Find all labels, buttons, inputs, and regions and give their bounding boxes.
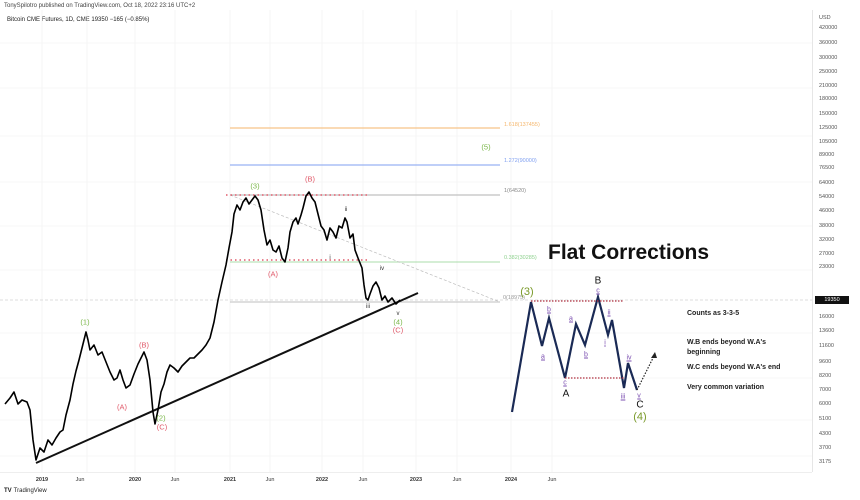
diagram-label-a1: a <box>541 353 545 361</box>
price-tick: 11600 <box>819 343 834 349</box>
diagram-label-iv: iv <box>626 354 632 362</box>
price-tick: 4300 <box>819 431 832 437</box>
diagram-label-c-low: c <box>563 379 567 387</box>
grid <box>0 10 812 472</box>
price-tick: 180000 <box>819 96 838 102</box>
tradingview-logo-icon: TV <box>4 488 12 494</box>
tradingview-brand[interactable]: TV TradingView <box>4 488 47 494</box>
price-tick: 46000 <box>819 208 835 214</box>
wave-label-i: i <box>329 255 331 261</box>
time-tick: Jun <box>452 477 462 483</box>
diagram-label-b1: b <box>547 306 551 314</box>
time-tick: Jun <box>75 477 85 483</box>
wave-label-iii: iii <box>366 304 370 310</box>
price-tick: 89000 <box>819 152 835 158</box>
price-tick: 27000 <box>819 251 835 257</box>
wave-label-C1: (C) <box>156 422 168 432</box>
time-tick: 2019 <box>35 477 49 483</box>
diagram-label-ii: ii <box>607 309 611 317</box>
diagram-label-B: B <box>594 275 602 287</box>
publish-info: TonySpilotro published on TradingView.co… <box>4 3 196 9</box>
wave-label-iv: iv <box>379 266 385 272</box>
wave-label-A1: (A) <box>117 402 127 412</box>
price-tick: 360000 <box>819 40 838 46</box>
price-series <box>4 191 401 461</box>
diagram-label-v: v <box>637 392 641 400</box>
trend-dashed-line <box>229 194 501 303</box>
flat-correction-diagram <box>510 292 657 413</box>
price-axis[interactable]: USD 420000 360000 300000 250000 210000 1… <box>812 10 860 472</box>
wave-label-4: (4) <box>393 317 403 327</box>
price-tick: 3700 <box>819 445 832 451</box>
wave-label-1: (1) <box>80 317 90 327</box>
note-common: Very common variation <box>687 384 765 391</box>
price-tick: 13600 <box>819 328 835 334</box>
time-tick: 2022 <box>315 477 329 483</box>
wave-label-ii: ii <box>344 207 348 213</box>
price-tick: 54000 <box>819 194 835 200</box>
diagram-label-3: (3) <box>520 286 534 298</box>
price-tick: 23000 <box>819 264 835 270</box>
price-tick: 210000 <box>819 83 838 89</box>
brand-name: TradingView <box>13 488 47 494</box>
diagram-label-C: C <box>636 399 644 411</box>
current-price-tag: 19350 <box>815 296 849 304</box>
wave-label-2: (2) <box>156 413 166 423</box>
time-tick: Jun <box>547 477 557 483</box>
price-tick: 420000 <box>819 25 838 31</box>
note-wb: W.B ends beyond W.A's beginning <box>687 339 767 356</box>
diagram-label-A: A <box>562 388 570 400</box>
time-tick: Jun <box>265 477 275 483</box>
wave-label-A2: (A) <box>268 269 278 279</box>
wave-label-3: (3) <box>250 181 260 191</box>
diagram-label-i: i <box>604 339 606 347</box>
fib-label-1: 1(64520) <box>504 188 527 194</box>
diagram-label-b2: b <box>584 351 588 359</box>
diagram-label-c-top: c <box>596 287 600 295</box>
price-tick: 76500 <box>819 165 835 171</box>
price-tick: 32000 <box>819 237 835 243</box>
time-tick: 2020 <box>128 477 142 483</box>
fib-label-1272: 1.272(90000) <box>504 158 537 164</box>
price-tick: 150000 <box>819 111 838 117</box>
price-tick: 64000 <box>819 180 835 186</box>
support-trendline <box>35 292 419 464</box>
time-axis[interactable]: 2019 Jun 2020 Jun 2021 Jun 2022 Jun 2023… <box>0 472 812 487</box>
time-tick: Jun <box>170 477 180 483</box>
price-tick: 8200 <box>819 373 832 379</box>
price-tick: 7000 <box>819 387 832 393</box>
wave-label-v: v <box>396 311 400 317</box>
time-tick: Jun <box>358 477 368 483</box>
diagram-title: Flat Corrections <box>548 241 710 264</box>
fib-label-0382: 0.382(30285) <box>504 255 537 261</box>
price-tick: 300000 <box>819 55 838 61</box>
price-tick: 5100 <box>819 416 832 422</box>
price-tick: 16000 <box>819 314 835 320</box>
price-tick: 38000 <box>819 223 835 229</box>
price-axis-unit: USD <box>819 15 831 21</box>
fib-label-1618: 1.618(137455) <box>504 122 540 128</box>
wave-label-5: (5) <box>481 142 491 152</box>
price-tick: 105000 <box>819 139 838 145</box>
price-tick: 9600 <box>819 359 832 365</box>
diagram-label-4: (4) <box>633 411 647 423</box>
wave-label-C2: (C) <box>392 325 404 335</box>
price-tick: 6000 <box>819 401 832 407</box>
wave-label-B2: (B) <box>305 174 315 184</box>
diagram-label-a2: a <box>569 315 573 323</box>
symbol-legend: Bitcoin CME Futures, 1D, CME 19350 −165 … <box>7 17 150 23</box>
fib-label-0: 0(18975) <box>503 295 526 301</box>
wave-label-B1: (B) <box>139 340 149 350</box>
price-tick: 125000 <box>819 125 838 131</box>
price-tick: 250000 <box>819 69 838 75</box>
time-tick: 2021 <box>223 477 237 483</box>
time-tick: 2024 <box>504 477 518 483</box>
note-counts: Counts as 3-3-5 <box>687 310 740 317</box>
note-wc: W.C ends beyond W.A's end <box>687 364 781 371</box>
diagram-label-iii: iii <box>620 393 626 401</box>
time-tick: 2023 <box>409 477 423 483</box>
price-tick: 3175 <box>819 459 832 465</box>
price-chart[interactable] <box>0 10 812 472</box>
